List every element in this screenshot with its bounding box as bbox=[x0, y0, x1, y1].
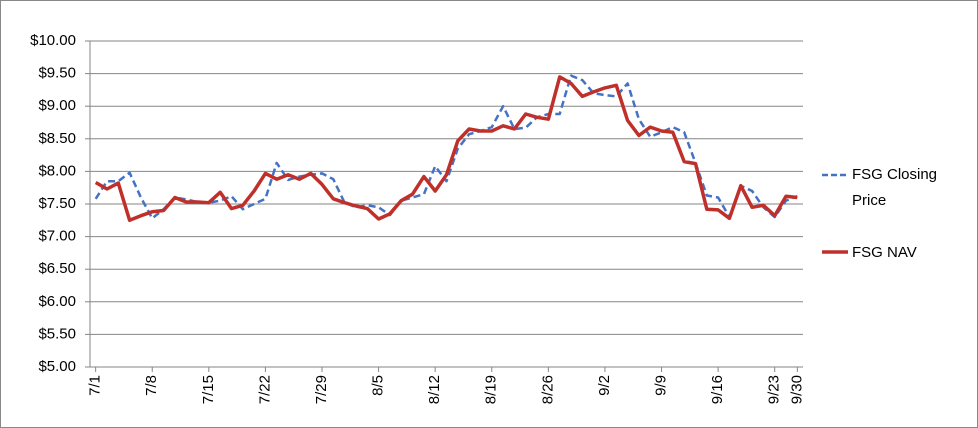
x-tick-label: 9/9 bbox=[653, 375, 670, 396]
x-tick-label: 7/15 bbox=[200, 375, 217, 404]
x-tick-label: 9/23 bbox=[766, 375, 783, 404]
x-tick-label: 8/5 bbox=[370, 375, 387, 396]
x-tick-label: 9/30 bbox=[788, 375, 805, 404]
x-tick-label: 9/2 bbox=[596, 375, 613, 396]
series-line bbox=[94, 74, 798, 220]
y-tick-label: $9.00 bbox=[38, 97, 76, 114]
x-tick-label: 9/16 bbox=[709, 375, 726, 404]
y-tick-label: $8.50 bbox=[38, 130, 76, 147]
x-tick-label: 7/1 bbox=[87, 375, 104, 396]
x-tick-label: 8/19 bbox=[483, 375, 500, 404]
x-tick-label: 8/12 bbox=[426, 375, 443, 404]
y-tick-label: $7.50 bbox=[38, 195, 76, 212]
y-tick-label: $6.50 bbox=[38, 260, 76, 277]
y-tick-label: $5.00 bbox=[38, 358, 76, 375]
y-tick-label: $9.50 bbox=[38, 65, 76, 82]
y-tick-label: $10.00 bbox=[30, 32, 76, 49]
series-line bbox=[94, 75, 798, 223]
x-tick-label: 7/22 bbox=[256, 375, 273, 404]
legend-label: FSG NAV bbox=[852, 244, 917, 261]
x-tick-label: 8/26 bbox=[539, 375, 556, 404]
y-tick-label: $5.50 bbox=[38, 325, 76, 342]
legend-label: FSG Closing Price bbox=[852, 166, 938, 209]
y-tick-label: $7.00 bbox=[38, 228, 76, 245]
y-tick-label: $6.00 bbox=[38, 293, 76, 310]
y-tick-label: $8.00 bbox=[38, 162, 76, 179]
x-tick-label: 7/8 bbox=[143, 375, 160, 396]
x-tick-label: 7/29 bbox=[313, 375, 330, 404]
